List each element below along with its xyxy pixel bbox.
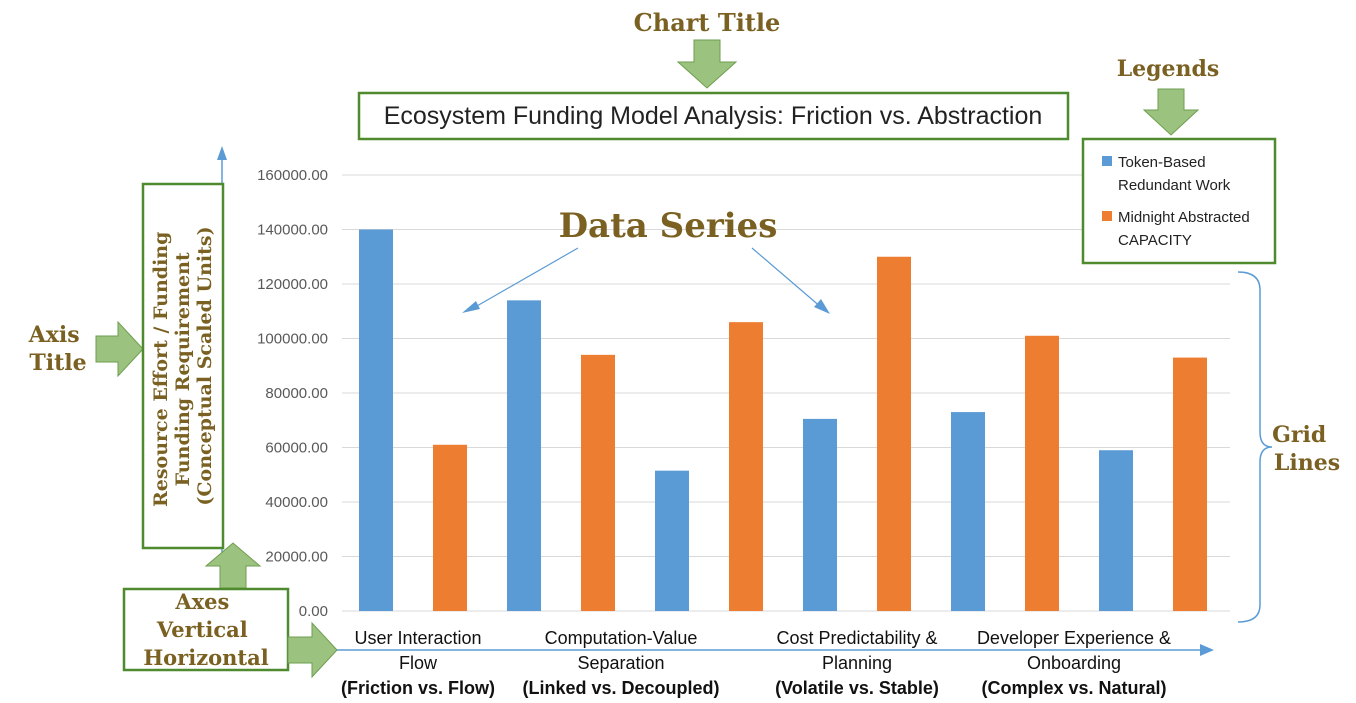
data-series-arrow-right [751, 247, 823, 309]
y-axis-title-box [141, 182, 225, 550]
x-category-label: User Interaction Flow (Friction vs. Flow) [341, 628, 495, 698]
legend-label-series-1: Token-Based Redundant Work [1118, 154, 1231, 194]
data-series-annotation: Data Series [559, 206, 778, 246]
legends-arrow [1142, 88, 1200, 136]
axis-title-annotation: Axis Title [28, 322, 88, 376]
chart-title: Ecosystem Funding Model Analysis: Fricti… [384, 102, 1043, 130]
legend-swatch-orange [1102, 211, 1112, 221]
axes-annotation-box [122, 587, 290, 672]
grid-lines [342, 174, 1230, 612]
legend-box [1081, 137, 1277, 265]
y-tick-label: 80000.00 [265, 385, 328, 402]
bar [1173, 357, 1207, 611]
y-tick-label: 60000.00 [265, 440, 328, 457]
chart-title-box [357, 91, 1070, 141]
x-category-label: Computation-Value Separation (Linked vs. D… [522, 628, 719, 698]
axes-annotation: Axes Vertical Horizontal [143, 589, 268, 670]
bar [729, 322, 763, 611]
bar [359, 229, 393, 611]
x-category-label: Cost Predictability & Planning (Volatile v… [775, 628, 939, 698]
legend-swatch-blue [1102, 156, 1112, 166]
bar [655, 470, 689, 611]
y-tick-label: 100000.00 [257, 331, 328, 348]
bar [1025, 335, 1059, 611]
chart-title-annotation: Chart Title [634, 8, 781, 37]
y-tick-label: 160000.00 [257, 167, 328, 184]
bar [507, 300, 541, 611]
data-series-arrow-left [469, 247, 579, 311]
axes-up-arrow [204, 542, 262, 589]
y-tick-label: 0.00 [299, 603, 328, 620]
bar [951, 412, 985, 611]
legends-annotation: Legends [1117, 56, 1220, 82]
x-category-labels: User Interaction Flow (Friction vs. Flow) C… [341, 628, 1171, 698]
y-tick-label: 20000.00 [265, 549, 328, 566]
y-tick-label: 120000.00 [257, 276, 328, 293]
x-axis-arrowhead [1200, 644, 1214, 656]
bar [433, 444, 467, 611]
chart-title-arrow [676, 39, 738, 89]
y-axis-title: Resource Effort / Funding Funding Requir… [150, 225, 216, 507]
data-series-arrowhead-left [462, 301, 480, 313]
bar [803, 418, 837, 611]
y-tick-label: 40000.00 [265, 494, 328, 511]
data-series-arrowhead-right [814, 299, 830, 314]
axes-right-arrow [287, 621, 338, 679]
grid-lines-bracket [1237, 271, 1273, 623]
y-tick-label: 140000.00 [257, 222, 328, 239]
x-category-label: Developer Experience & Onboarding (Complex… [977, 628, 1171, 698]
bar [1099, 450, 1133, 611]
y-tick-labels: 0.00 20000.00 40000.00 60000.00 80000.00 1000… [257, 167, 328, 620]
bar [877, 256, 911, 611]
bars [359, 229, 1207, 611]
y-axis-arrowhead [217, 146, 227, 160]
legend-label-series-2: Midnight Abstracted CAPACITY [1118, 209, 1254, 249]
axis-title-arrow [95, 320, 144, 378]
bar [581, 354, 615, 611]
grid-lines-annotation: Grid Lines [1272, 422, 1340, 476]
